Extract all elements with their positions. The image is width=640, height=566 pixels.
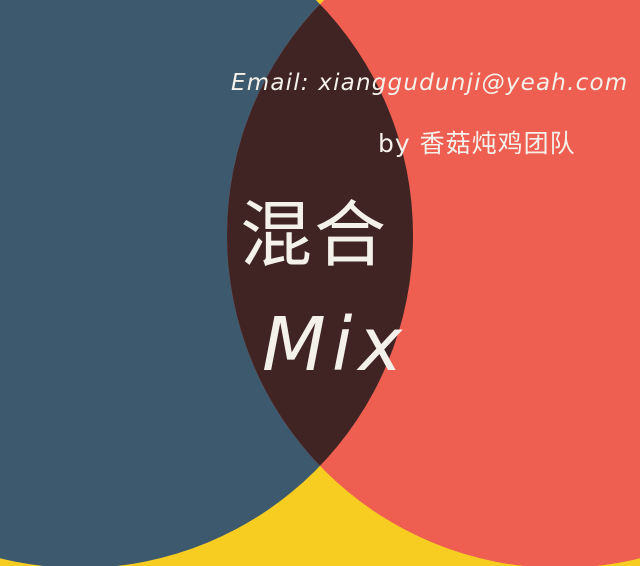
title-english: Mix (262, 302, 409, 388)
title-chinese: 混合 (240, 193, 389, 277)
credit-text: by 香菇炖鸡团队 (378, 129, 576, 158)
email-text: Email: xianggudunji@yeah.com (231, 70, 629, 96)
